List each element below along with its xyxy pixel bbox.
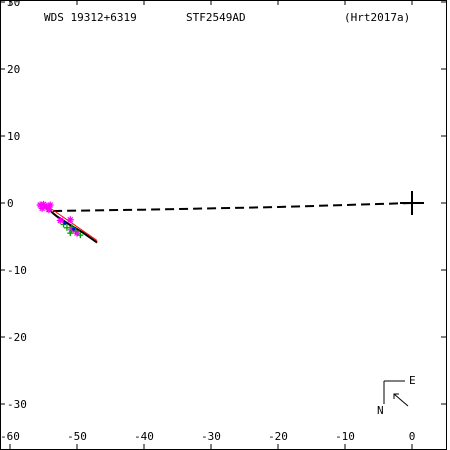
primary-star	[400, 191, 424, 215]
motion-arrow	[393, 393, 409, 407]
y-tick-label: 10	[7, 130, 20, 143]
data-point-plus	[72, 228, 79, 235]
x-tick-label: -20	[268, 430, 288, 443]
y-tick-label: -10	[7, 264, 27, 277]
data-point-plus	[68, 224, 75, 231]
compass-north-label: N	[377, 404, 384, 417]
x-tick-label: -30	[201, 430, 221, 443]
data-point-asterisk	[38, 204, 46, 212]
motion-arrow-head	[393, 393, 399, 399]
data-point-asterisk	[45, 206, 53, 214]
x-tick-label: -10	[335, 430, 355, 443]
y-tick-label: 0	[7, 197, 14, 210]
axis-tick-labels: 30 20 10 0 -10 -20 -30 -60 -50 -40 -30 -20 -10 0	[0, 0, 415, 443]
chart-lines	[44, 202, 413, 244]
data-point-point	[63, 221, 67, 225]
x-tick-label: -40	[134, 430, 154, 443]
wds-id-label: WDS 19312+6319	[44, 11, 137, 24]
data-point-plus	[67, 230, 74, 237]
data-point-plus	[77, 232, 84, 239]
x-tick-label: -60	[0, 430, 20, 443]
orbit-ref-label: (Hrt2017a)	[344, 11, 410, 24]
separation-dashed-line	[46, 202, 413, 213]
compass-east-label: E	[409, 374, 416, 387]
data-point-point	[72, 227, 76, 231]
data-point-asterisk	[56, 216, 64, 224]
data-point-asterisk	[66, 216, 74, 224]
y-tick-label: -20	[7, 331, 27, 344]
orbit-residual-line	[44, 203, 98, 241]
x-tick-label: 0	[409, 430, 416, 443]
orbit-track-line	[44, 205, 98, 244]
compass: E N	[377, 374, 416, 417]
y-tick-label: 20	[7, 63, 20, 76]
data-point-plus	[63, 224, 70, 231]
chart-points	[36, 200, 84, 239]
y-tick-label: -30	[7, 398, 27, 411]
discoverer-label: STF2549AD	[186, 11, 246, 24]
x-tick-label: -50	[67, 430, 87, 443]
y-tick-label: 30	[7, 0, 20, 9]
